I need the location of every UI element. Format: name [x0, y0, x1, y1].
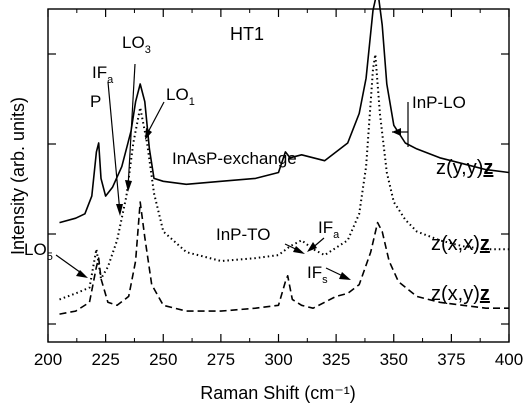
arrowhead-inp-to: [293, 246, 305, 254]
series-line-zxyz: [59, 201, 509, 315]
x-tick-label: 200: [34, 350, 62, 369]
label-lo3: LO3: [122, 33, 151, 56]
series-label-zxxz: z(x,x)z: [431, 233, 490, 255]
x-tick-label: 375: [437, 350, 465, 369]
chart-title: HT1: [230, 24, 264, 44]
x-tick-label: 325: [322, 350, 350, 369]
y-axis-label: Intensity (arb. units): [8, 97, 28, 255]
x-tick-label: 400: [495, 350, 523, 369]
x-tick-label: 300: [264, 350, 292, 369]
arrowhead-inp-lo: [392, 128, 401, 136]
y-axis-ticks: [48, 53, 509, 325]
label-lo5: LO5: [24, 240, 53, 263]
label-ifa-top: IFa: [92, 63, 114, 86]
series-labels: z(y,y)z z(x,x)z z(x,y)z: [431, 157, 493, 305]
label-inasp-exchange: InAsP-exchange: [172, 149, 297, 168]
x-tick-label: 250: [149, 350, 177, 369]
label-inp-to: InP-TO: [216, 225, 270, 244]
label-ifa-mid: IFa: [318, 218, 340, 241]
x-tick-label: 225: [91, 350, 119, 369]
x-tick-label: 350: [380, 350, 408, 369]
x-axis-ticks: 200 225 250 275 300 325 350 375 400: [34, 9, 523, 369]
annotation-labels: P LO3 IFa LO1 InAsP-exchange InP-LO InP-…: [24, 33, 466, 286]
arrowhead-ifs: [339, 272, 351, 280]
annotation-arrowheads: [76, 128, 401, 280]
arrow-ifa-top: [107, 81, 121, 214]
series-line-zyyz: [59, 0, 510, 224]
label-lo1: LO1: [166, 85, 195, 108]
arrowhead-lo1: [145, 128, 152, 140]
series-label-zxyz: z(x,y)z: [431, 283, 490, 305]
series-label-zyyz: z(y,y)z: [436, 157, 493, 179]
label-inp-lo: InP-LO: [412, 93, 466, 112]
x-tick-label: 275: [207, 350, 235, 369]
label-ifs: IFs: [307, 263, 328, 286]
arrowhead-ifa-mid: [307, 242, 317, 252]
label-p: P: [90, 92, 101, 111]
arrow-lo3: [127, 63, 136, 189]
series-line-zxxz: [59, 53, 509, 301]
arrowhead-lo5: [76, 270, 88, 278]
arrowhead-lo3: [125, 180, 132, 192]
x-axis-label: Raman Shift (cm⁻¹): [200, 383, 356, 403]
arrowhead-ifa-top: [116, 204, 123, 216]
series-layer: [59, 0, 510, 315]
annotation-arrows: [55, 63, 409, 279]
